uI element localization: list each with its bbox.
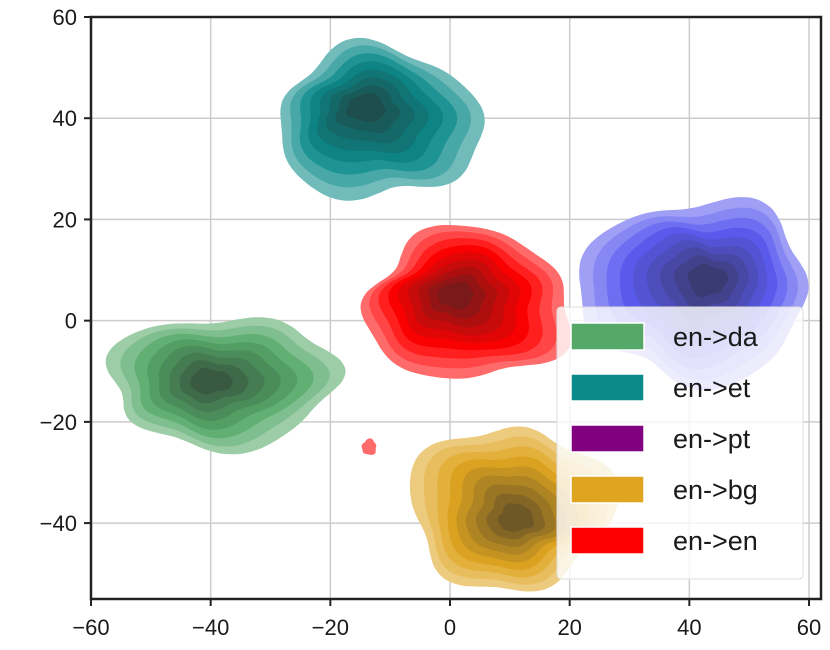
cluster-en--et: [280, 37, 485, 201]
x-tick-label: −40: [192, 615, 229, 640]
x-tick-label: 40: [677, 615, 701, 640]
contour-level: [190, 367, 233, 395]
legend-swatch: [570, 373, 645, 402]
legend-label: en->en: [673, 526, 758, 556]
cluster-en--en: [360, 225, 572, 379]
contour-level: [497, 503, 535, 532]
legend: en->da en->et en->pt en->bg en->en: [556, 306, 804, 580]
legend-label: en->bg: [673, 475, 758, 505]
y-tick-label: 20: [53, 207, 77, 232]
legend-label: en->pt: [673, 424, 751, 454]
contour-level: [437, 281, 474, 310]
legend-swatch: [570, 322, 645, 351]
legend-swatch: [570, 526, 645, 555]
y-tick-label: 0: [65, 309, 77, 334]
x-tick-label: 20: [557, 615, 581, 640]
x-tick-label: −20: [312, 615, 349, 640]
contour-level: [345, 93, 386, 123]
axis-ticks: −60 −40 −20 0 20 40 60 −40 −20 0 20 40 60: [40, 5, 822, 640]
contour-level: [361, 438, 377, 455]
x-tick-label: 60: [797, 615, 821, 640]
legend-swatch: [570, 424, 645, 453]
x-tick-label: −60: [72, 615, 109, 640]
legend-label: en->et: [673, 373, 751, 403]
x-tick-label: 0: [444, 615, 456, 640]
y-tick-label: −40: [40, 511, 77, 536]
legend-label: en->da: [673, 322, 759, 352]
cluster-en--da: [105, 317, 346, 455]
y-tick-label: 60: [53, 5, 77, 30]
cluster-en--en: [361, 438, 377, 455]
contour-level: [687, 263, 729, 298]
y-tick-label: 40: [53, 106, 77, 131]
plot-frame: [89, 15, 823, 601]
y-tick-label: −20: [40, 410, 77, 435]
legend-swatch: [570, 475, 645, 504]
